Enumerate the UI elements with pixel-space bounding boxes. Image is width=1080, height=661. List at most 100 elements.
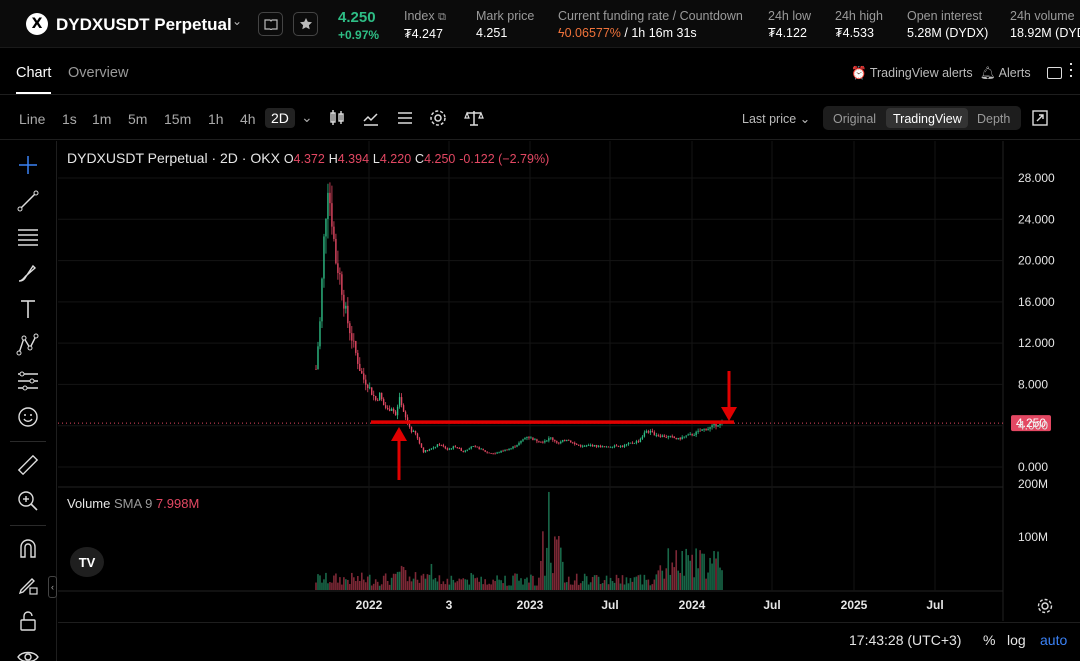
candle [400, 393, 403, 408]
instrument-symbol[interactable]: DYDXUSDT Perpetual [56, 15, 232, 34]
candle [576, 443, 578, 446]
candle-body [548, 438, 550, 441]
lock-drawing-icon[interactable] [16, 573, 40, 597]
time-tick-label: 2023 [517, 598, 544, 612]
price-axis[interactable]: 28.000 24.000 20.000 16.000 12.000 8.000 4.000… [1018, 171, 1055, 474]
time-axis[interactable]: 2022 3 2023 Jul 2024 Jul 2025 Jul [356, 598, 944, 612]
volume-bar [581, 581, 584, 590]
zoom-in-icon[interactable] [16, 489, 40, 513]
candle [331, 185, 333, 235]
crosshair-icon[interactable] [16, 153, 40, 177]
candle [363, 367, 365, 384]
ruler-icon[interactable] [16, 453, 40, 477]
chevron-down-icon[interactable]: ⌄ [232, 14, 243, 28]
candle [583, 444, 586, 447]
percent-toggle[interactable]: % [983, 632, 996, 648]
indicators-icon[interactable] [361, 108, 381, 128]
timeframe-1h[interactable]: 1h [208, 111, 224, 127]
timeframe-1m[interactable]: 1m [92, 111, 112, 127]
candle [380, 392, 383, 402]
stat-value: 4.251 [476, 26, 508, 40]
prediction-icon[interactable] [16, 369, 40, 393]
candle-body [470, 446, 472, 449]
chevron-down-icon[interactable]: ⌄ [301, 109, 313, 125]
brush-icon[interactable] [16, 261, 40, 285]
gear-icon[interactable] [428, 108, 448, 128]
candle [617, 445, 620, 448]
candle-body [430, 448, 433, 450]
candle-body [701, 429, 703, 431]
smiley-icon[interactable] [16, 405, 40, 429]
auto-scale-toggle[interactable]: auto [1040, 632, 1068, 648]
candle-body [589, 445, 592, 446]
volume-bar [422, 573, 425, 590]
view-depth[interactable]: Depth [977, 112, 1011, 126]
candle [683, 436, 685, 439]
tradingview-logo-icon[interactable]: TV [70, 547, 104, 577]
timeframe-5m[interactable]: 5m [128, 111, 148, 127]
volume-bar [424, 578, 427, 590]
candle [661, 434, 663, 438]
clock[interactable]: 17:43:28 (UTC+3) [849, 632, 962, 648]
volume-bar [516, 573, 518, 590]
candle [428, 448, 431, 452]
price-chart[interactable]: 4.250 28.000 24.000 20.000 16.000 12.000 8.00… [58, 141, 1080, 621]
candle-body [337, 263, 339, 273]
book-icon[interactable] [258, 12, 283, 36]
candle-body [635, 441, 638, 443]
volume-bar [627, 583, 630, 590]
view-original[interactable]: Original [833, 112, 877, 126]
candle-body [657, 435, 660, 436]
time-tick-label: 2024 [679, 598, 706, 612]
candle [611, 446, 614, 449]
timeframe-line[interactable]: Line [19, 111, 46, 127]
candle [474, 444, 476, 448]
candle-body [404, 411, 407, 418]
candle-body [532, 437, 534, 441]
candle-body [564, 440, 566, 442]
view-tradingview[interactable]: TradingView [893, 112, 962, 126]
pattern-icon[interactable] [16, 333, 40, 357]
timeframe-2d[interactable]: 2D [265, 108, 295, 128]
volume-bar [456, 581, 459, 590]
unlock-icon[interactable] [16, 609, 40, 633]
log-toggle[interactable]: log [1007, 632, 1026, 648]
tab-chart[interactable]: Chart [16, 65, 52, 94]
candle [540, 441, 542, 443]
layout-icon[interactable] [1047, 67, 1062, 79]
volume-bar [490, 584, 492, 590]
volume-bar [641, 584, 644, 590]
candle [390, 407, 393, 412]
text-tool-icon[interactable] [16, 297, 40, 321]
candle [591, 443, 594, 447]
timeframe-1s[interactable]: 1s [62, 111, 77, 127]
templates-icon[interactable] [395, 108, 415, 128]
candle-body [317, 346, 319, 370]
star-icon[interactable] [293, 12, 318, 36]
trend-line-icon[interactable] [16, 189, 40, 213]
legend-c-key: C [415, 152, 425, 166]
price-source-select[interactable]: Last price ⌄ [742, 111, 810, 126]
alerts-button[interactable]: 🔔︎ Alerts [980, 66, 1031, 81]
candle [609, 446, 612, 448]
tab-overview[interactable]: Overview [68, 65, 129, 81]
legend-h-key: H [328, 152, 338, 166]
tradingview-alerts-button[interactable]: ⏰ TradingView alerts [851, 66, 973, 81]
scales-icon[interactable] [464, 108, 484, 128]
fib-levels-icon[interactable] [16, 225, 40, 249]
candles-icon[interactable] [327, 108, 347, 128]
gear-icon[interactable] [1036, 597, 1054, 615]
more-icon[interactable] [1070, 63, 1072, 83]
timeframe-15m[interactable]: 15m [164, 111, 192, 127]
time-tick-label: 2025 [841, 598, 868, 612]
eye-icon[interactable] [16, 645, 40, 661]
magnet-icon[interactable] [16, 537, 40, 561]
collapse-sidebar-icon[interactable]: ‹ [48, 576, 57, 598]
external-link-icon[interactable]: ⧉ [438, 11, 446, 23]
volume-bar [392, 573, 395, 590]
timeframe-4h[interactable]: 4h [240, 111, 256, 127]
volume-bar [448, 584, 451, 590]
volume-bar [689, 560, 691, 590]
candle-body [671, 435, 673, 437]
fullscreen-icon[interactable] [1031, 109, 1049, 127]
